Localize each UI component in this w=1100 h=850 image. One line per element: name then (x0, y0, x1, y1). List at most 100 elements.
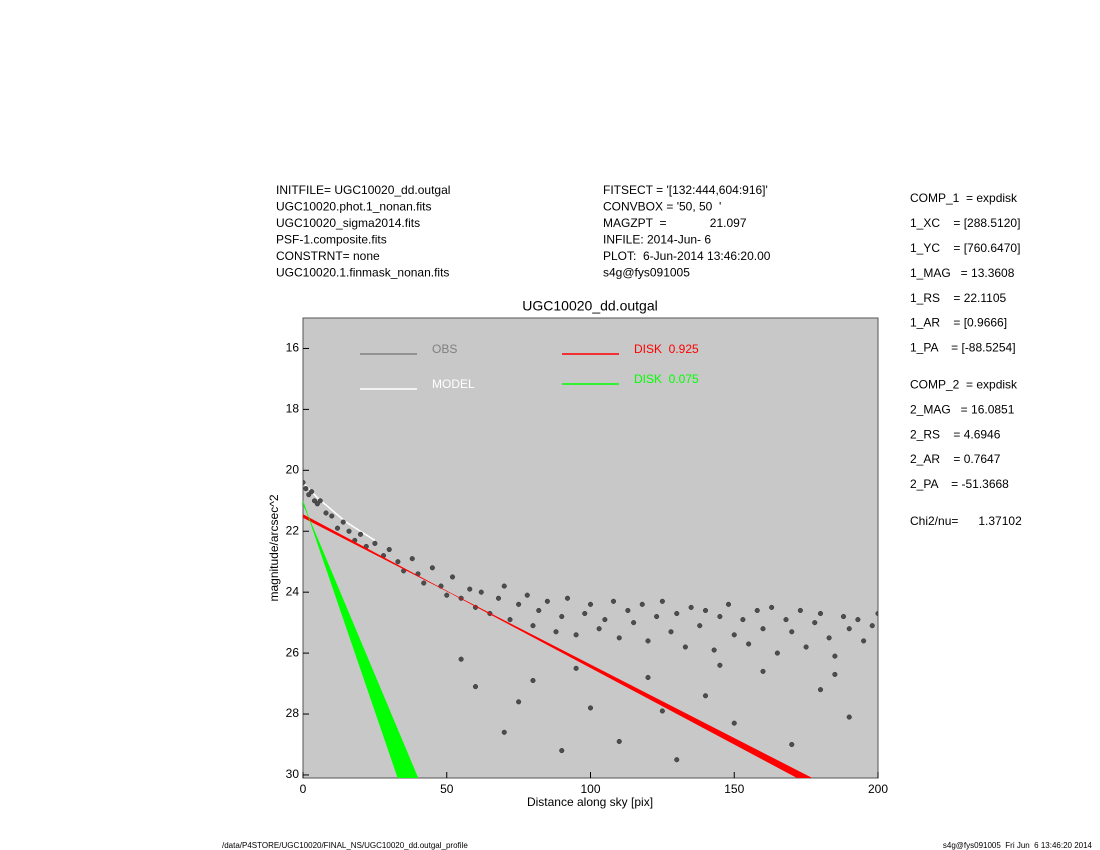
obs-point (467, 586, 473, 592)
obs-point (303, 479, 306, 486)
x-axis-label: Distance along sky [pix] (527, 795, 653, 809)
obs-point (817, 610, 824, 617)
obs-point (544, 598, 550, 604)
obs-point (409, 556, 415, 562)
obs-point (645, 638, 651, 644)
header-middle-line: FITSECT = '[132:444,604:916]' (603, 183, 768, 197)
obs-point (697, 623, 703, 629)
y-axis-label: magnitude/arcsec^2 (267, 494, 281, 601)
obs-point (740, 617, 746, 623)
x-tick-label: 50 (440, 782, 454, 796)
obs-point (783, 617, 789, 623)
obs-point (530, 677, 536, 684)
obs-point (386, 546, 392, 553)
obs-point (458, 656, 464, 662)
obs-point (478, 589, 484, 595)
y-tick-label: 18 (286, 402, 300, 416)
obs-point (855, 617, 861, 623)
obs-point (346, 528, 352, 534)
obs-point (625, 607, 631, 614)
obs-point (309, 489, 315, 495)
obs-point (774, 650, 780, 656)
x-tick-label: 100 (580, 782, 600, 796)
obs-point (438, 583, 444, 589)
obs-point (314, 501, 320, 507)
header-middle-line: MAGZPT = 21.097 (603, 216, 747, 230)
parameter-line: COMP_2 = expdisk (910, 377, 1018, 391)
obs-point (668, 629, 674, 635)
y-tick-label: 26 (286, 645, 300, 659)
obs-point (789, 629, 795, 635)
obs-point (587, 601, 594, 607)
obs-point (317, 498, 323, 504)
y-tick-label: 30 (286, 767, 300, 781)
obs-point (421, 580, 427, 586)
parameter-line: COMP_1 = expdisk (910, 191, 1018, 205)
obs-point (832, 671, 838, 677)
obs-point (559, 748, 565, 754)
parameter-line: 2_MAG = 16.0851 (910, 402, 1015, 416)
legend-label: DISK 0.925 (634, 342, 699, 356)
header-middle-line: PLOT: 6-Jun-2014 13:46:20.00 (603, 249, 771, 263)
parameter-line: Chi2/nu= 1.37102 (910, 514, 1022, 528)
x-tick-label: 150 (724, 782, 744, 796)
obs-point (754, 607, 760, 614)
obs-point (559, 613, 565, 620)
obs-point (429, 565, 435, 571)
obs-point (495, 595, 502, 601)
header-middle-line: INFILE: 2014-Jun- 6 (603, 233, 711, 247)
obs-point (303, 486, 309, 492)
obs-point (357, 531, 364, 537)
obs-point (507, 617, 513, 623)
parameter-line: 2_PA = -51.3668 (910, 477, 1009, 491)
obs-point (340, 519, 346, 525)
header-middle-line: CONVBOX = '50, 50 ' (603, 200, 721, 214)
obs-point (711, 647, 717, 653)
parameter-line: 2_RS = 4.6946 (910, 427, 1001, 441)
obs-point (731, 632, 737, 638)
obs-point (659, 598, 665, 604)
legend-label: DISK 0.075 (634, 372, 699, 386)
obs-point (616, 635, 622, 641)
obs-point (832, 653, 838, 659)
obs-point (789, 741, 795, 748)
parameter-line: 1_YC = [760.6470] (910, 241, 1020, 255)
obs-point (682, 644, 688, 650)
obs-point (846, 626, 852, 632)
header-left-line: PSF-1.composite.fits (276, 233, 387, 247)
parameter-line: 1_RS = 22.1105 (910, 291, 1007, 305)
obs-point (797, 607, 803, 614)
obs-point (760, 668, 766, 674)
obs-point (769, 604, 775, 610)
obs-point (674, 757, 680, 763)
obs-point (334, 525, 341, 531)
obs-point (826, 635, 832, 641)
obs-point (553, 629, 559, 635)
y-tick-label: 20 (286, 462, 300, 476)
obs-point (817, 687, 824, 693)
obs-point (395, 559, 401, 565)
obs-point (760, 626, 766, 632)
obs-point (674, 610, 680, 617)
obs-point (731, 720, 737, 726)
obs-point (311, 498, 318, 504)
component-band (303, 514, 812, 778)
obs-point (688, 604, 694, 610)
obs-point (702, 607, 709, 614)
y-tick-label: 16 (286, 341, 300, 355)
header-left-line: UGC10020_sigma2014.fits (276, 216, 420, 230)
obs-point (582, 610, 588, 617)
parameter-line: 2_AR = 0.7647 (910, 452, 1001, 466)
obs-point (717, 613, 723, 620)
legend-label: OBS (432, 342, 457, 356)
obs-point (616, 738, 622, 744)
x-tick-label: 0 (300, 782, 307, 796)
obs-point (869, 623, 875, 629)
obs-point (639, 601, 645, 607)
parameter-line: 1_PA = [-88.5254] (910, 341, 1016, 355)
obs-point (861, 638, 867, 644)
legend-label: MODEL (432, 377, 475, 391)
plot-area (303, 479, 878, 778)
y-tick-label: 24 (286, 584, 300, 598)
obs-point (587, 705, 594, 711)
